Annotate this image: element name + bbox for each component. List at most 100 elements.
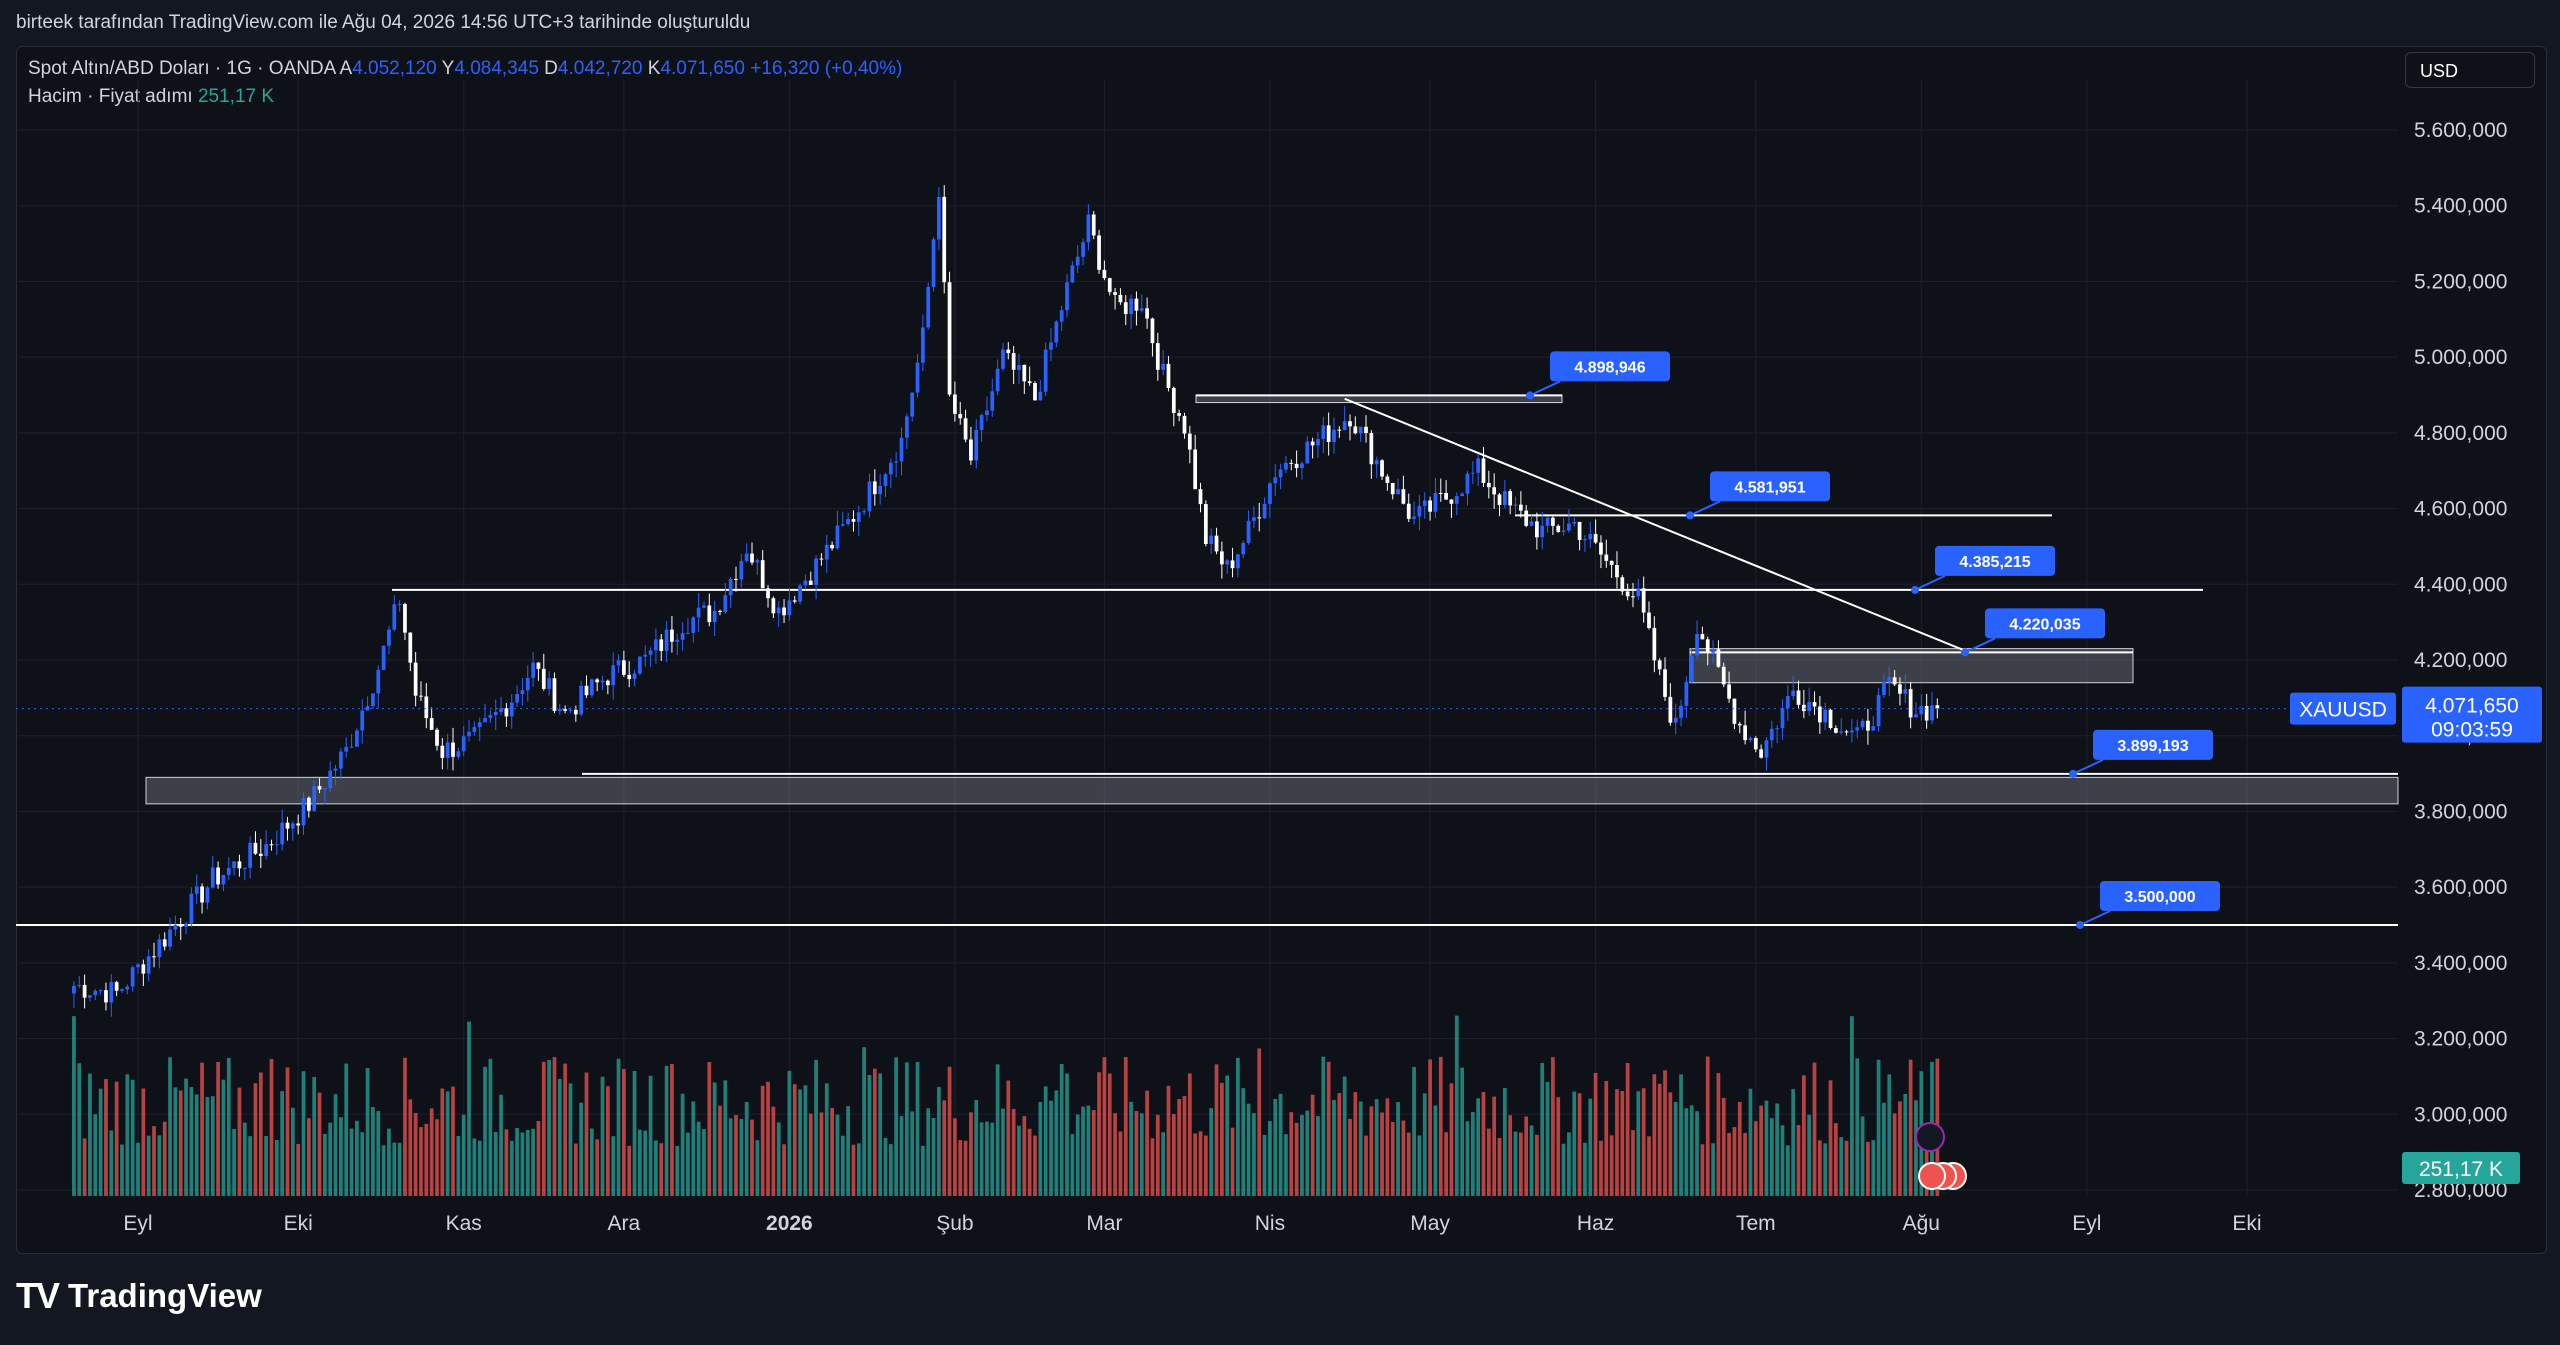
- price-tag-value: 4.071,650: [2425, 695, 2518, 718]
- candle-body: [312, 786, 317, 811]
- candle-body: [1145, 308, 1149, 319]
- volume-bar: [168, 1057, 172, 1196]
- volume-bar: [691, 1101, 696, 1196]
- volume-indicator-value: 251,17 K: [197, 86, 275, 107]
- volume-legend[interactable]: Hacim · Fiyat adımı 251,17 K: [28, 86, 274, 108]
- volume-bar: [1412, 1066, 1416, 1196]
- volume-tag-value: 251,17 K: [2419, 1158, 2503, 1181]
- volume-bar: [1241, 1088, 1246, 1196]
- callout-box: [2093, 729, 2213, 760]
- candle-body: [792, 600, 797, 602]
- volume-bar: [178, 1090, 183, 1196]
- callout-box: [1550, 351, 1670, 382]
- volume-bar: [1647, 1136, 1651, 1196]
- volume-bar: [1193, 1133, 1198, 1196]
- volume-bar: [1203, 1135, 1208, 1196]
- candle-body: [1695, 634, 1699, 656]
- volume-bar: [536, 1120, 541, 1196]
- volume-bar: [413, 1112, 418, 1196]
- candle-body: [1257, 517, 1262, 519]
- candle-body: [1118, 294, 1123, 303]
- candle-body: [1166, 363, 1171, 388]
- volume-bar: [1903, 1093, 1908, 1196]
- volume-bar: [1567, 1132, 1571, 1196]
- volume-bar: [1454, 1015, 1459, 1196]
- currency-selector[interactable]: USD: [2405, 52, 2535, 88]
- volume-bar: [627, 1145, 632, 1196]
- candle-body: [1860, 720, 1865, 728]
- chart-caption: birteek tarafından TradingView.com ile A…: [16, 12, 751, 33]
- candle-body: [1342, 421, 1347, 431]
- volume-bar: [88, 1073, 92, 1196]
- volume-bar: [1908, 1059, 1913, 1196]
- candle-body: [1033, 383, 1037, 401]
- volume-bar: [1551, 1057, 1555, 1196]
- volume-bar: [515, 1127, 519, 1196]
- candle-body: [1540, 525, 1545, 538]
- volume-bar: [1236, 1057, 1240, 1196]
- candle-body: [408, 632, 413, 663]
- volume-bar: [296, 1143, 301, 1196]
- volume-indicator-name[interactable]: Hacim · Fiyat adımı: [28, 86, 193, 107]
- volume-bar: [419, 1127, 423, 1196]
- candle-body: [146, 956, 151, 974]
- candle-body: [1358, 426, 1363, 434]
- volume-bar: [915, 1061, 920, 1196]
- volume-bar: [477, 1140, 482, 1196]
- candle-body: [990, 391, 995, 411]
- candle-body: [1203, 504, 1208, 545]
- x-tick-label: Tem: [1736, 1212, 1776, 1235]
- volume-bar: [600, 1076, 605, 1196]
- tradingview-brand: TradingView: [68, 1277, 262, 1314]
- volume-bar: [93, 1114, 98, 1196]
- volume-bar: [1866, 1141, 1870, 1196]
- candle-body: [1353, 426, 1358, 434]
- volume-bar: [1198, 1131, 1203, 1196]
- volume-bar: [1284, 1134, 1288, 1196]
- candle-body: [1241, 542, 1246, 555]
- volume-bar: [680, 1093, 685, 1196]
- candle-body: [1839, 731, 1844, 733]
- candle-body: [355, 730, 359, 747]
- volume-bar: [766, 1081, 770, 1196]
- volume-bar: [189, 1087, 194, 1196]
- candle-body: [605, 680, 610, 686]
- tradingview-footer[interactable]: TV TradingView: [16, 1272, 262, 1320]
- candle-body: [323, 788, 327, 790]
- volume-bar: [568, 1083, 573, 1196]
- candle-body: [1246, 520, 1251, 543]
- candle-body: [1460, 493, 1465, 497]
- volume-bar: [237, 1087, 242, 1196]
- candle-body: [931, 239, 936, 287]
- volume-bar: [1599, 1140, 1603, 1196]
- volume-bar: [253, 1083, 258, 1196]
- symbol-legend[interactable]: Spot Altın/ABD Doları · 1G · OANDA A4.05…: [28, 58, 902, 80]
- callout-box: [1935, 545, 2055, 576]
- candle-body: [1417, 505, 1422, 517]
- x-tick-label: Mar: [1086, 1212, 1122, 1235]
- y-tick-label: 3.000,000: [2414, 1103, 2507, 1126]
- candle-body: [1187, 433, 1192, 450]
- chart-panel[interactable]: [16, 46, 2547, 1254]
- candle-body: [718, 610, 722, 612]
- candle-body: [1305, 441, 1310, 464]
- candle-body: [579, 685, 584, 715]
- volume-bar: [1839, 1137, 1844, 1196]
- candle-body: [1348, 421, 1352, 427]
- volume-bar: [1476, 1098, 1481, 1196]
- volume-bar: [72, 1016, 76, 1196]
- volume-bar: [1700, 1144, 1705, 1196]
- volume-bar: [953, 1118, 957, 1196]
- candle-body: [1177, 412, 1182, 416]
- candle-body: [253, 842, 258, 854]
- candle-body: [344, 746, 349, 752]
- volume-bar: [1129, 1101, 1133, 1196]
- symbol-name[interactable]: Spot Altın/ABD Doları · 1G · OANDA: [28, 58, 336, 79]
- candle-body: [1850, 730, 1854, 733]
- candle-body: [1107, 278, 1112, 293]
- x-tick-label: Eyl: [2072, 1212, 2101, 1235]
- volume-bar: [1850, 1016, 1854, 1196]
- callout-anchor: [1911, 585, 1919, 594]
- volume-bar: [184, 1078, 188, 1196]
